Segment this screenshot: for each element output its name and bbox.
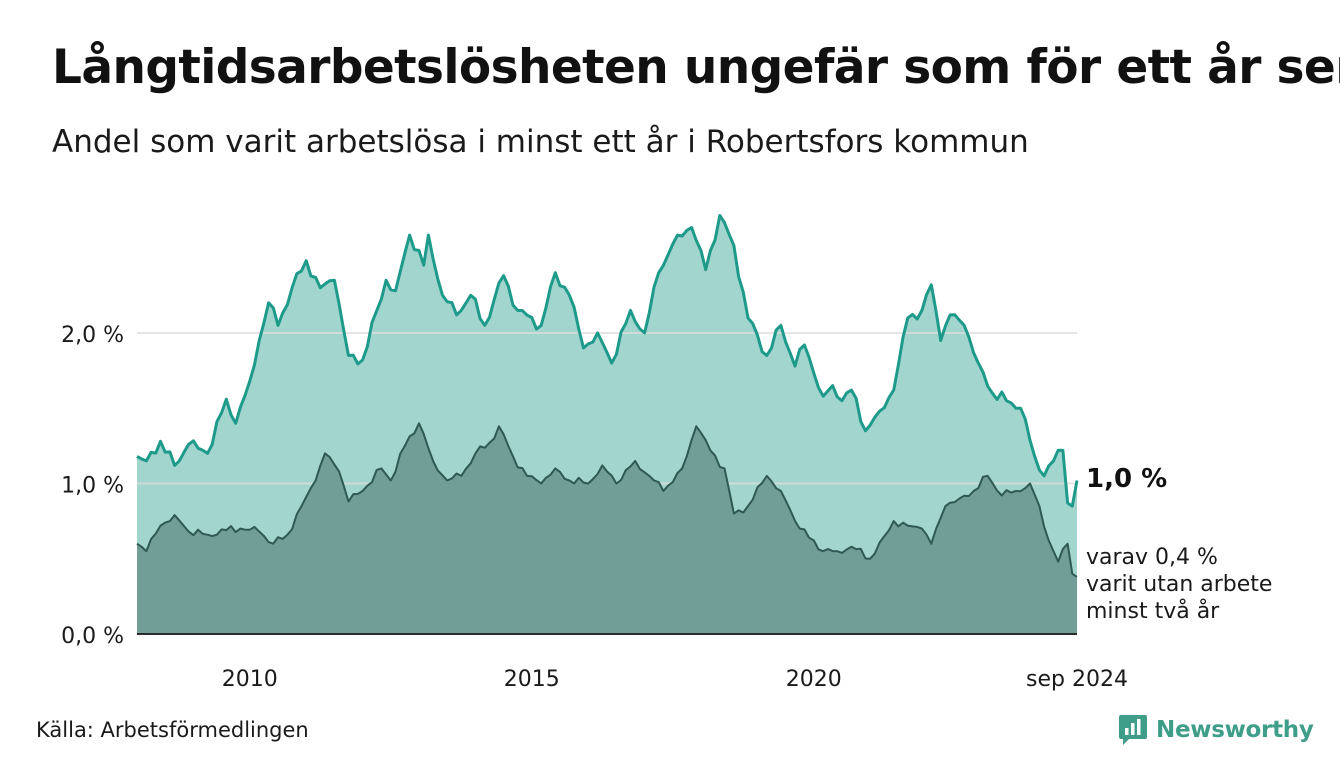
bar-chart-logo-icon [1119,715,1147,745]
x-tick-label-0: 2010 [222,667,278,692]
second-series-label-1: varit utan arbete [1086,572,1272,597]
x-tick-label-2: 2020 [786,667,842,692]
brand-name: Newsworthy [1156,717,1314,743]
y-tick-label-2: 2,0 % [61,323,124,348]
series-1-line [136,214,1079,508]
chart-title: Långtidsarbetslösheten ungefär som för e… [52,40,1340,95]
y-tick-label-0: 0,0 % [61,624,124,649]
x-tick-label-3: sep 2024 [1026,667,1128,692]
second-series-label-0: varav 0,4 % [1086,545,1218,570]
series-2-area [137,423,1077,634]
x-tick-label-1: 2015 [504,667,560,692]
source-note: Källa: Arbetsförmedlingen [36,718,309,742]
chart-subtitle: Andel som varit arbetslösa i minst ett å… [52,124,1029,160]
series-2-line [136,422,1078,578]
brand-logo[interactable]: Newsworthy [1118,712,1314,748]
y-tick-label-1: 1,0 % [61,473,124,498]
second-series-label-2: minst två år [1086,598,1220,624]
last-value-label: 1,0 % [1086,464,1167,494]
